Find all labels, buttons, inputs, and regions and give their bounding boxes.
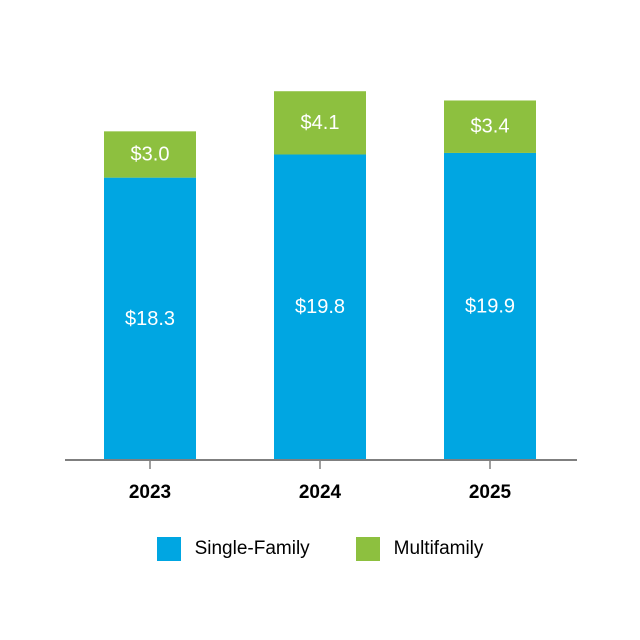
tick-label-2024: 2024 <box>299 482 342 503</box>
legend-swatch-multifamily <box>355 537 380 561</box>
x-axis: 2023 2024 2025 <box>65 459 577 503</box>
data-label-single-family-2023: $18.3 <box>125 308 175 330</box>
data-label-multifamily-2023: $3.0 <box>131 143 170 165</box>
legend-label-single-family: Single-Family <box>194 538 310 559</box>
data-label-single-family-2024: $19.8 <box>295 296 345 318</box>
bar-single-family-2023 <box>104 177 196 461</box>
legend-item-multifamily: Multifamily <box>355 537 484 561</box>
bar-single-family-2024 <box>274 154 366 460</box>
bar-single-family-2025 <box>444 152 536 460</box>
data-label-single-family-2025: $19.9 <box>465 295 515 317</box>
bar-multifamily-2024 <box>274 91 366 155</box>
data-label-multifamily-2025: $3.4 <box>471 116 510 138</box>
bars-group: $18.3 $3.0 $19.8 $4.1 $19.9 $3.4 <box>104 91 536 461</box>
data-label-multifamily-2024: $4.1 <box>301 112 340 134</box>
legend-item-single-family: Single-Family <box>156 537 310 561</box>
bar-multifamily-2025 <box>444 100 536 153</box>
bar-multifamily-2023 <box>104 131 196 178</box>
legend: Single-Family Multifamily <box>0 537 640 561</box>
tick-label-2025: 2025 <box>469 482 512 503</box>
legend-swatch-single-family <box>156 537 181 561</box>
tick-label-2023: 2023 <box>129 482 171 503</box>
legend-label-multifamily: Multifamily <box>393 538 484 559</box>
